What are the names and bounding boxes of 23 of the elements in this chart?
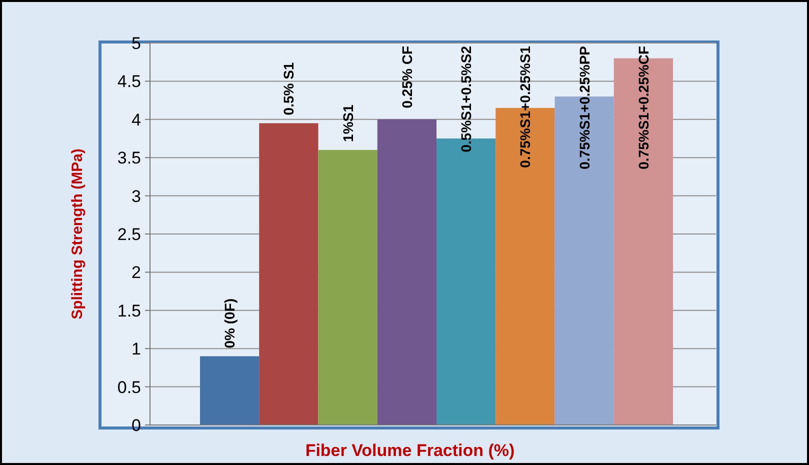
x-tick-label: 0.25% CF [398,46,415,108]
x-tick-label: 0.75%S1+0.25%S1 [517,46,534,168]
x-axis-title: Fiber Volume Fraction (%) [305,441,515,460]
y-tick-label: 1 [132,340,141,359]
x-tick-label: 1%S1 [340,104,356,142]
y-tick-label: 4.5 [117,72,141,92]
x-tick-label: 0% (0F) [222,298,238,348]
bar [377,119,436,425]
y-tick-label: 2 [132,263,141,282]
y-tick-label: 3.5 [117,148,141,168]
x-tick-label: 0.75%S1+0.25%CF [635,46,652,170]
x-tick-label: 0.5%S1+0.5%S2 [458,46,474,152]
y-tick-label: 2.5 [117,224,141,244]
bar [200,356,260,425]
x-tick-label: 0.5% S1 [280,62,297,116]
y-tick-label: 4 [132,110,141,130]
x-tick-label: 0.75%S1+0.25%PP [576,46,592,170]
y-axis-title: Splitting Strength (MPa) [69,148,86,320]
bar [318,150,378,425]
y-tick-label: 0.5 [117,378,141,397]
bar [259,123,318,425]
y-tick-label: 1.5 [117,301,141,320]
y-tick-label: 3 [132,186,141,206]
